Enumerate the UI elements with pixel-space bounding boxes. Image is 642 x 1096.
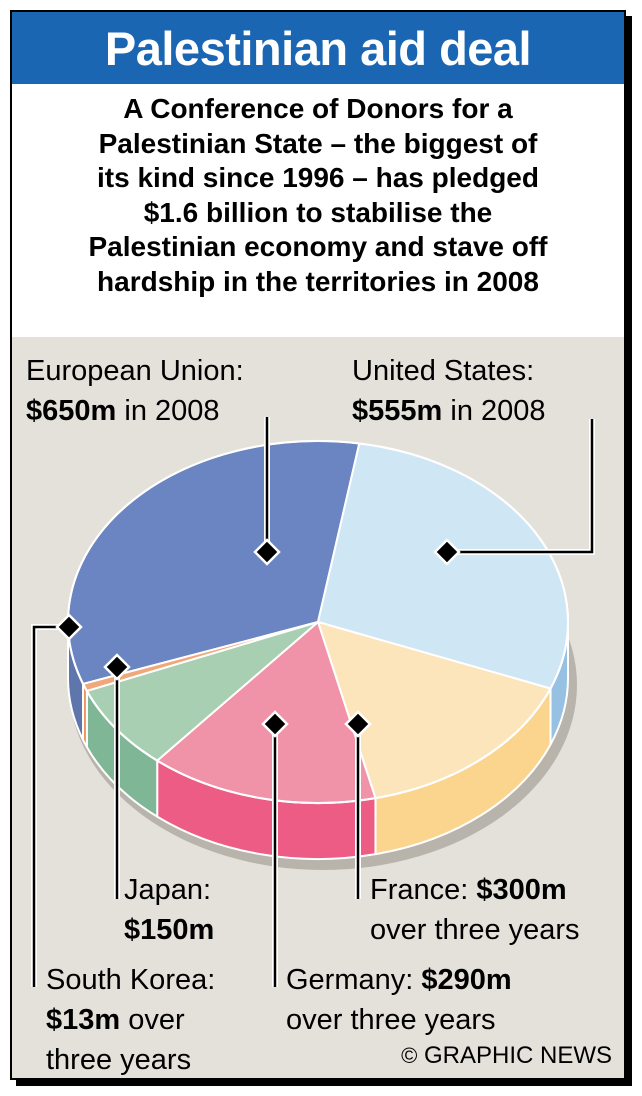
intro-text: A Conference of Donors for a Palestinian…	[12, 92, 624, 299]
label-south-korea-value-part: $13m	[46, 1004, 120, 1036]
label-germany-period: over three years	[286, 1004, 496, 1036]
marker-france	[344, 710, 372, 738]
label-south-korea-period: three years	[46, 1044, 191, 1076]
label-germany-name: Germany: $290m	[286, 964, 512, 996]
credit-line: © GRAPHIC NEWS	[401, 1042, 612, 1070]
copyright-icon: ©	[401, 1043, 418, 1068]
marker-japan	[103, 653, 131, 681]
label-south-korea-period-part: three years	[46, 1044, 191, 1076]
label-france-name-part: $300m	[476, 874, 566, 906]
label-japan-value: $150m	[124, 914, 214, 946]
label-eu-value: $650m in 2008	[26, 395, 220, 427]
credit-text: GRAPHIC NEWS	[423, 1042, 612, 1069]
label-germany-name-part: Germany:	[286, 964, 421, 996]
label-france-period-part: over three years	[370, 914, 580, 946]
marker-united-states	[433, 538, 461, 566]
intro-line: Palestinian State – the biggest of	[98, 127, 538, 159]
intro-line: hardship in the territories in 2008	[97, 265, 539, 297]
intro-line: Palestinian economy and stave off	[88, 231, 548, 262]
label-eu-name: European Union:	[26, 355, 244, 387]
label-us-value-part: in 2008	[442, 395, 545, 427]
label-south-korea-name-part: South Korea:	[46, 964, 215, 996]
intro-line: $1.6 billion to stabilise the	[143, 196, 493, 228]
label-eu-name-part: European Union:	[26, 355, 244, 387]
label-france-name-part: France:	[370, 874, 476, 906]
label-japan-value-part: $150m	[124, 914, 214, 946]
intro-line: A Conference of Donors for a	[123, 93, 513, 124]
marker-germany	[261, 710, 289, 738]
leader-line-south-korea	[32, 625, 69, 987]
title-bar: Palestinian aid deal	[12, 12, 624, 84]
label-germany-period-part: over three years	[286, 1004, 496, 1036]
infographic-frame: Palestinian aid deal A Conference of Don…	[10, 10, 626, 1080]
label-us-name-part: United States:	[352, 355, 534, 387]
pie-side-south-korea	[82, 682, 88, 748]
label-us-value: $555m in 2008	[352, 395, 546, 427]
label-japan-name-part: Japan:	[124, 874, 211, 906]
marker-south-korea	[55, 613, 83, 641]
label-us-name: United States:	[352, 355, 534, 387]
intro-line: its kind since 1996 – has pledged	[97, 162, 539, 193]
pie-chart: European Union: $650m in 2008 United State…	[26, 355, 595, 1076]
label-eu-value-part: $650m	[26, 395, 116, 427]
page-title: Palestinian aid deal	[104, 21, 532, 75]
label-south-korea-value: $13m over	[46, 1004, 185, 1036]
label-japan-name: Japan:	[124, 874, 211, 906]
label-france-name: France: $300m	[370, 874, 567, 906]
label-france-period: over three years	[370, 914, 580, 946]
chart-panel: European Union: $650m in 2008 United State…	[12, 337, 624, 1078]
marker-european-union	[253, 538, 281, 566]
leader-halo-south-korea	[31, 624, 69, 987]
label-south-korea-value-part: over	[120, 1004, 185, 1036]
leader-line-united-states	[447, 419, 594, 554]
label-us-value-part: $555m	[352, 395, 442, 427]
label-germany-name-part: $290m	[421, 964, 511, 996]
label-south-korea-name: South Korea:	[46, 964, 215, 996]
label-eu-value-part: in 2008	[116, 395, 219, 427]
